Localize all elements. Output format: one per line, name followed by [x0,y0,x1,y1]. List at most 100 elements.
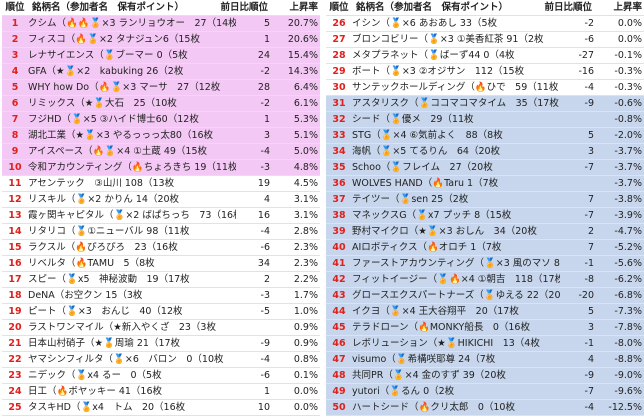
cell-change: -2 [260,66,270,77]
cell-rate: -0.3% [614,66,642,77]
cell-name: グロースエクスパートナーズ（🏅ゆえる 22（20枚 [352,290,560,301]
table-row: 46 レボリューション（★🏅HIKICHI 13（4枚 -1 -8.0% [326,336,644,352]
table-row: 49 yutori（🏅るん 0（2枚 -7 -9.6% [326,384,644,400]
cell-rank: 32 [332,114,346,125]
cell-name: フィスコ（🔥🏅×2 タナジュン6（15枚 [28,34,200,45]
cell-name: アスタリスク（🏅ココマコマタイム 35（17枚 [352,98,559,109]
header-rank: 順位 [5,2,25,13]
cell-name: ラストワンマイル（★新入やくざ 23（3枚 [28,322,216,333]
cell-rank: 1 [11,18,19,29]
cell-rate: -8.8% [614,354,642,365]
cell-rate: 5.1% [293,130,318,141]
cell-change: 19 [257,178,270,189]
header-rank: 順位 [329,2,349,13]
cell-name: 野村マイクロ（★🏅×3 おしん 34（20枚 [352,226,537,237]
cell-change: 7 [587,242,594,253]
cell-rank: 4 [11,66,19,77]
cell-rank: 27 [332,34,346,45]
cell-change: -3 [260,162,270,173]
ranking-table-left: 順位 銘柄名（参加者名 保有ポイント） 前日比順位 上昇率 1 クシム（🔥🔥🏅×3 ランリ… [2,0,320,416]
cell-change: 16 [257,210,270,221]
cell-name: リタリコ（🏅①ニューバル 98（11枚 [28,226,190,237]
cell-name: DeNA（お空クン 15（3枚 [28,290,143,301]
cell-change: 4 [263,194,270,205]
table-row: 2 フィスコ（🔥🏅×2 タナジュン6（15枚 1 20.6% [2,32,320,48]
header-rate: 上昇率 [613,2,642,13]
cell-rate: 0.0% [617,18,642,29]
cell-rate: -5.2% [614,242,642,253]
header-change: 前日比順位 [220,2,268,13]
table-row: 17 スピー（🏅x5 神秘波動 19（17枚 2 2.2% [2,272,320,288]
table-row: 20 ラストワンマイル（★新入やくざ 23（3枚 0.9% [2,320,320,336]
table-row: 26 イシン（🏅×6 あおあし 33（5枚 -2 0.0% [326,16,644,32]
cell-name: リミックス（★🏅大石 25（10枚 [28,98,177,109]
cell-rate: -9.0% [614,370,642,381]
header-name: 銘柄名（参加者名 保有ポイント） [32,2,185,13]
cell-change: 5 [587,306,594,317]
cell-name: レナサイエンス（🏅ブーマー 0（5枚 [28,50,188,61]
cell-rank: 29 [332,66,346,77]
cell-change: -7 [584,210,594,221]
cell-name: ボート（🏅×3 ②オジサン 112（15枚 [352,66,525,77]
table-row: 9 アイスペース（🔥🏅×4 ①土蔵 49（15枚 -4 5.0% [2,144,320,160]
cell-change: -5 [260,306,270,317]
cell-rate: -7.3% [614,306,642,317]
cell-name: WOLVES HAND（🔥Taru 1（7枚 [352,178,499,189]
cell-name: リベルタ（🔥TAMU 5（8枚 [28,258,155,269]
cell-change: -3 [260,290,270,301]
cell-rate: 6.1% [293,98,318,109]
table-row: 32 シード（🏅優メ 29（11枚 -0.8% [326,112,644,128]
cell-change: -1 [584,258,594,269]
cell-change: 1 [263,34,270,45]
table-row: 44 イクヨ（🏅×4 王大谷翔平 20（17枚 5 -7.3% [326,304,644,320]
cell-rank: 5 [11,82,19,93]
cell-rate: -3.9% [614,210,642,221]
cell-change: -1 [584,338,594,349]
cell-name: visumo（🏅希構咲耶尊 24（7枚 [352,354,496,365]
table-row: 41 ファーストアカウンティング（🏅×3 風のマソ 8（5枚 -1 -5.6% [326,256,644,272]
cell-rate: 15.4% [287,50,318,61]
cell-rank: 24 [8,386,22,397]
cell-rank: 18 [8,290,22,301]
cell-change: 4 [587,354,594,365]
table-row: 12 リスキル（🏅×2 かりん 14（20枚 4 3.1% [2,192,320,208]
cell-rank: 14 [8,226,22,237]
cell-change: -6 [584,34,594,45]
cell-rate: 3.1% [293,194,318,205]
cell-name: 令和アカウンティング（🔥ちょろきち 19（11枚 [28,162,236,173]
cell-name: ニデック（🏅x4 るー 0（5枚 [28,370,162,381]
cell-rate: -5.6% [614,258,642,269]
cell-name: ハートシード（🔥クリ太郎 0（10枚 [352,402,515,413]
cell-rank: 26 [332,18,346,29]
cell-change: -9 [584,98,594,109]
header-row: 順位 銘柄名（参加者名 保有ポイント） 前日比順位 上昇率 [2,0,320,16]
cell-rate: -4.7% [614,226,642,237]
cell-rank: 41 [332,258,346,269]
cell-change: 3 [587,322,594,333]
cell-rate: -3.7% [614,162,642,173]
cell-name: サンテックホールディング（🔥ひで 59（11枚 [352,82,559,93]
table-row: 16 リベルタ（🔥TAMU 5（8枚 34 2.3% [2,256,320,272]
cell-rank: 47 [332,354,346,365]
table-row: 4 GFA（★🏅×2 kabuking 26（2枚 -2 14.3% [2,64,320,80]
cell-name: ラクスル（🔥ぴろぴろ 23（16枚 [28,242,178,253]
cell-rank: 42 [332,274,346,285]
cell-name: WHY how Do（🔥🏅×3 マーサ 27（12枚 [28,82,221,93]
cell-rate: 5.0% [293,146,318,157]
cell-rate: 2.3% [293,242,318,253]
cell-rate: -7.8% [614,322,642,333]
cell-name: メタプラネット（🏅ばーず44 0（4枚 [352,50,515,61]
table-row: 8 湖北工業（★🏅×3 やるっっっ太80（16枚 3 5.1% [2,128,320,144]
cell-rank: 12 [8,194,22,205]
cell-rank: 49 [332,386,346,397]
cell-name: Schoo（🏅フレイム 27（20枚 [352,162,493,173]
cell-rate: 0.9% [293,338,318,349]
cell-rate: -0.3% [614,82,642,93]
cell-name: テイツー（🏅sen 25（2枚 [352,194,469,205]
table-row: 27 ブロンコビリー（🏅×3 ①美香紅茶 91（2枚 -6 0.0% [326,32,644,48]
cell-change: 1 [263,386,270,397]
cell-rank: 39 [332,226,346,237]
cell-rate: 6.4% [293,82,318,93]
cell-rank: 11 [8,178,22,189]
cell-name: フィットイージー（🏅🔥×4 ①朝吉 118（17枚 [352,274,560,285]
